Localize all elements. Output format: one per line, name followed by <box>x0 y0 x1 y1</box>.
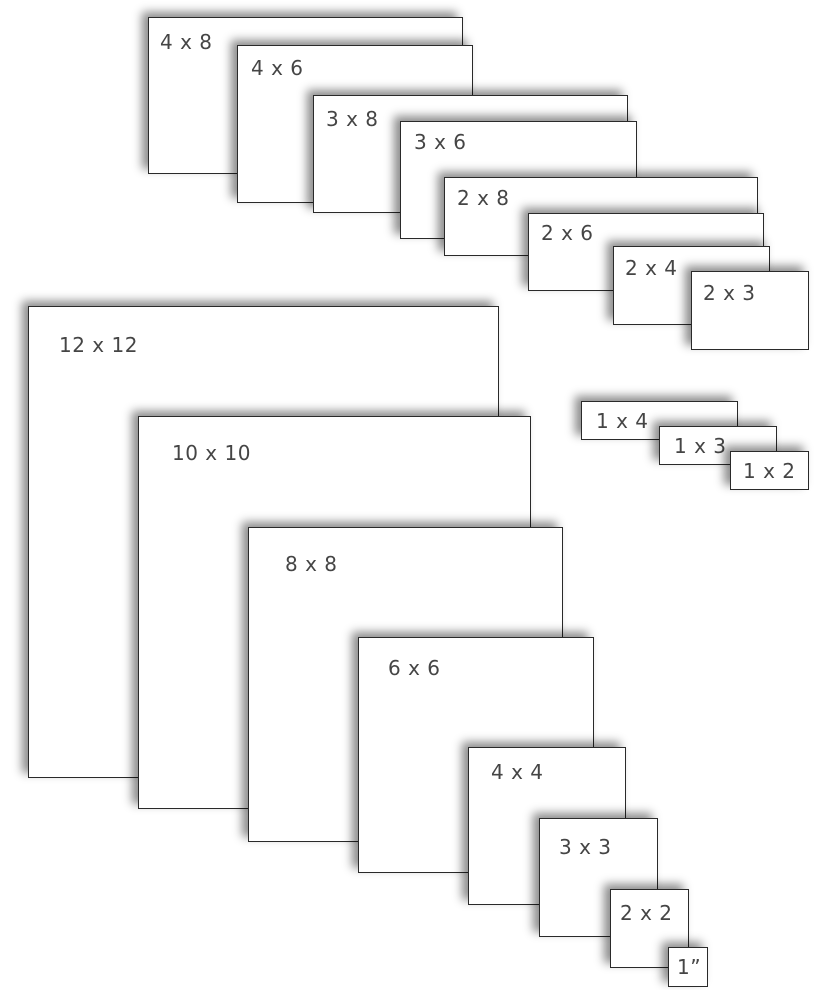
size-label: 2 x 4 <box>625 256 678 280</box>
size-label: 4 x 8 <box>160 30 213 54</box>
size-box-1x2: 1 x 2 <box>730 451 809 490</box>
size-label: 4 x 6 <box>251 56 304 80</box>
size-label: 6 x 6 <box>388 656 441 680</box>
size-box-1in: 1” <box>668 947 708 987</box>
size-label: 10 x 10 <box>172 441 251 465</box>
size-label: 2 x 8 <box>457 186 510 210</box>
size-label: 3 x 3 <box>559 835 612 859</box>
size-label: 3 x 6 <box>414 130 467 154</box>
size-label: 1” <box>677 955 702 979</box>
size-label: 1 x 4 <box>596 409 649 433</box>
size-box-1x3: 1 x 3 <box>659 426 777 465</box>
size-box-3x3: 3 x 3 <box>539 818 658 937</box>
size-label: 8 x 8 <box>285 552 338 576</box>
size-label: 1 x 2 <box>743 459 796 483</box>
size-label: 12 x 12 <box>59 333 138 357</box>
size-label: 2 x 3 <box>703 281 756 305</box>
size-label: 2 x 6 <box>541 221 594 245</box>
size-label: 3 x 8 <box>326 107 379 131</box>
size-label: 2 x 2 <box>620 901 673 925</box>
size-label: 4 x 4 <box>491 760 544 784</box>
size-label: 1 x 3 <box>674 434 727 458</box>
size-box-2x3: 2 x 3 <box>691 271 809 350</box>
